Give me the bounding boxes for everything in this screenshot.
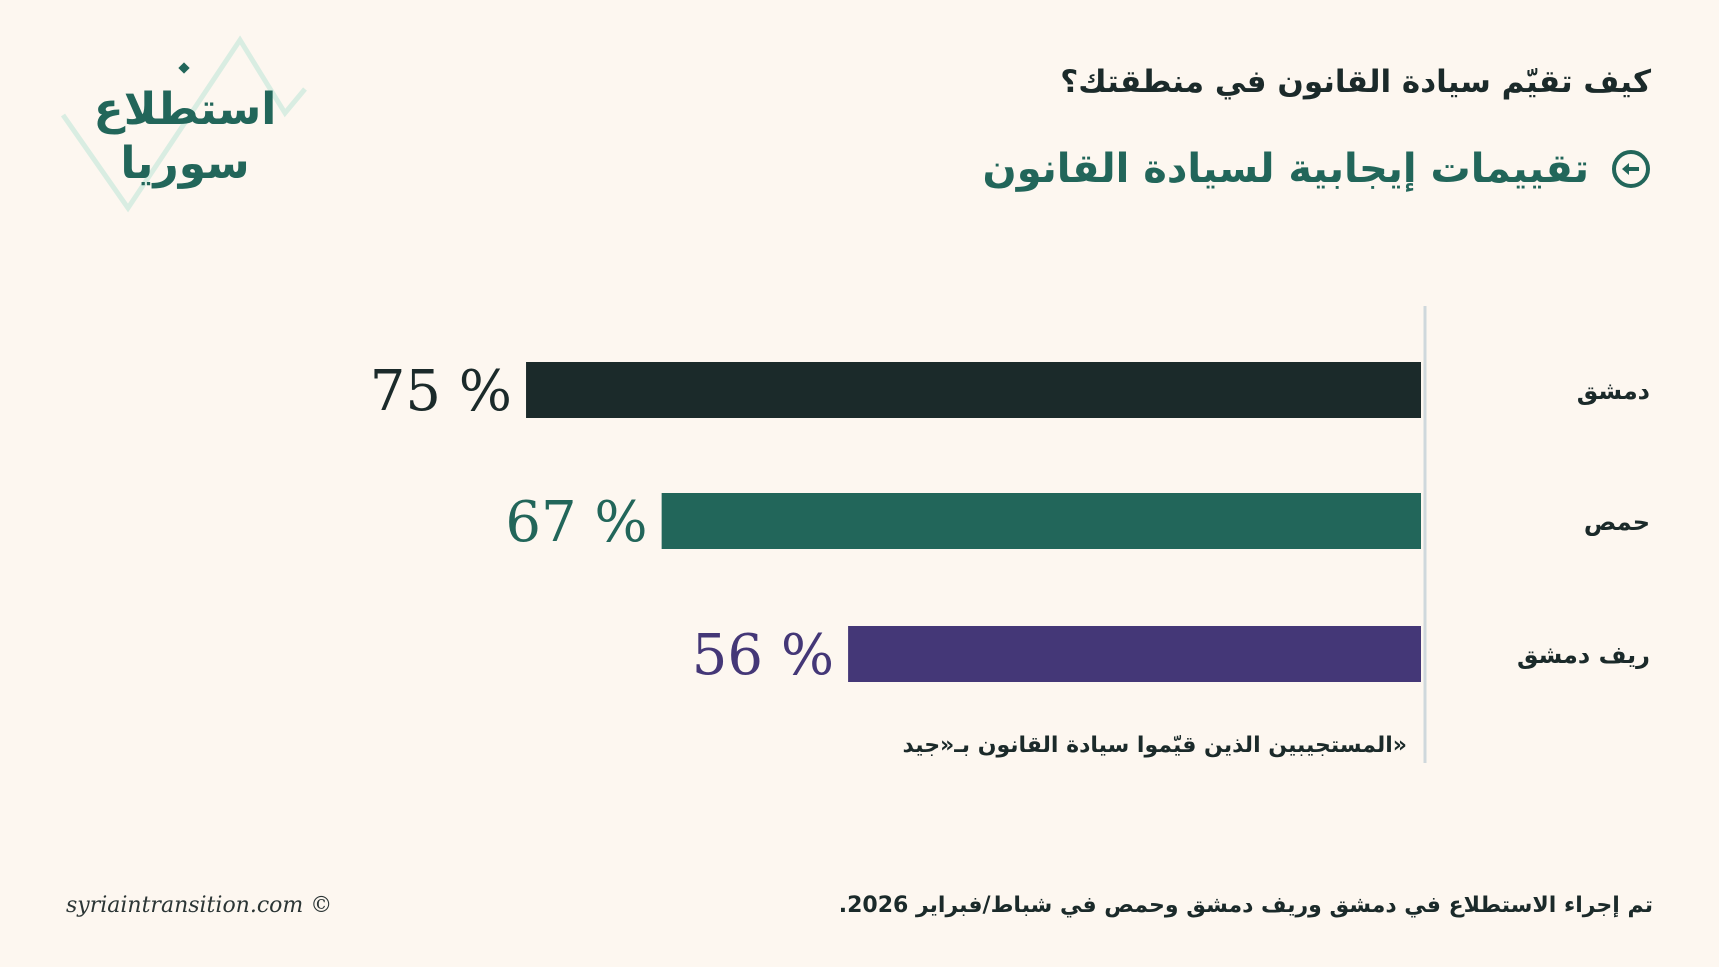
- chart-note: «المستجيبين الذين قيّموا سيادة القانون ب…: [902, 733, 1407, 758]
- arrow-left-circle-icon: [1612, 150, 1650, 188]
- logo-zigzag-icon: [60, 35, 307, 213]
- bar-2: [661, 493, 1421, 549]
- bar-3: [848, 626, 1421, 682]
- source-note: تم إجراء الاستطلاع في دمشق وريف دمشق وحم…: [838, 893, 1653, 918]
- question-title: كيف تقيّم سيادة القانون في منطقتك؟: [1060, 64, 1651, 100]
- value-label: 56 %: [692, 623, 834, 688]
- bar-1: [526, 362, 1421, 418]
- value-label: 67 %: [505, 490, 647, 555]
- logo-text-line2: سوريا: [120, 138, 250, 189]
- chart-subtitle: تقييمات إيجابية لسيادة القانون: [983, 146, 1651, 192]
- category-label: حمص: [1584, 508, 1650, 536]
- category-label: ريف دمشق: [1517, 641, 1650, 669]
- value-label: 75 %: [370, 359, 512, 424]
- category-label: دمشق: [1577, 377, 1650, 405]
- subtitle-text: تقييمات إيجابية لسيادة القانون: [982, 146, 1589, 192]
- logo-text-line1: استطلاع: [93, 84, 277, 135]
- copyright-credit: syriaintransition.com ©: [66, 893, 333, 918]
